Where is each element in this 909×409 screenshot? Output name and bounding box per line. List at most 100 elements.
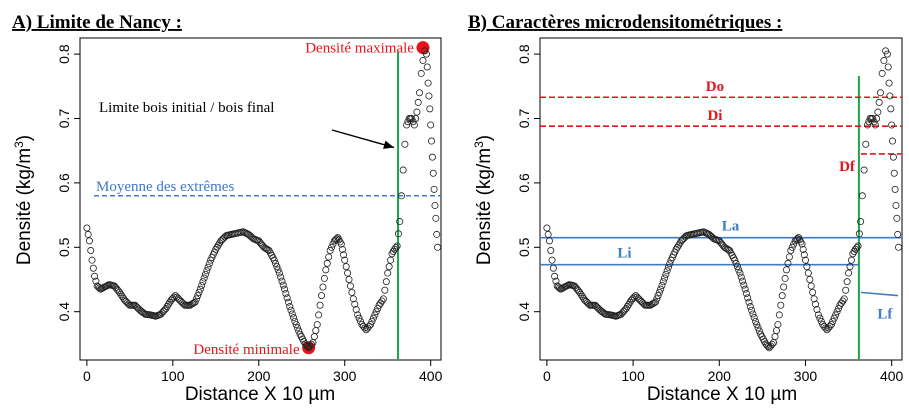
do-label: Do: [706, 79, 724, 95]
data-point: [313, 321, 321, 329]
data-point: [833, 308, 841, 316]
data-point: [740, 281, 748, 289]
lf-label: Lf: [877, 307, 893, 323]
data-point: [813, 306, 821, 314]
data-point: [272, 259, 280, 267]
data-point: [434, 243, 442, 251]
panel-a-annotations: Moyenne des extrêmes Densité minimale De…: [96, 41, 414, 358]
data-point: [858, 192, 866, 200]
data-point: [325, 253, 333, 261]
data-point: [401, 140, 409, 148]
data-point: [864, 121, 872, 129]
data-point: [746, 303, 754, 311]
li-label: Li: [617, 246, 631, 262]
data-point: [275, 269, 283, 277]
data-point: [281, 285, 289, 293]
data-point: [338, 245, 346, 253]
data-point: [290, 314, 298, 322]
data-point: [319, 283, 327, 291]
data-point: [396, 218, 404, 226]
data-point: [895, 243, 903, 251]
data-point: [862, 140, 870, 148]
data-point: [412, 115, 420, 123]
data-point: [283, 294, 291, 302]
data-point: [806, 275, 814, 283]
panel-a-axes: 0 100 200 300 400 0.4 0.5 0.6 0.7 0.8: [56, 44, 443, 384]
data-point: [781, 274, 789, 282]
data-point: [892, 201, 900, 209]
data-point: [889, 137, 897, 145]
panel-b-points: [543, 47, 903, 352]
data-point: [799, 245, 807, 253]
data-point: [355, 314, 363, 322]
data-point: [392, 244, 400, 252]
la-label: La: [722, 219, 740, 235]
data-point: [273, 263, 281, 271]
panel-a: A) Limite de Nancy : 0 100 200 300 400 0.4 0.5…: [12, 12, 443, 405]
data-point: [839, 297, 847, 305]
data-point: [554, 283, 562, 291]
lf-line: [860, 291, 899, 297]
data-point: [132, 303, 140, 311]
data-point: [204, 263, 212, 271]
data-point: [860, 166, 868, 174]
y-tick-label: 0.4: [56, 302, 72, 322]
data-point: [732, 259, 740, 267]
x-tick-label: 400: [880, 368, 904, 384]
data-point: [842, 286, 850, 294]
data-point: [775, 311, 783, 319]
data-point: [544, 230, 552, 238]
data-point: [278, 277, 286, 285]
panel-b-reference-lines: [540, 76, 902, 360]
data-point: [342, 263, 350, 271]
panel-b-axes: 0 100 200 300 400 0.4 0.5 0.6 0.7 0.8: [516, 44, 904, 384]
data-point: [421, 47, 429, 55]
data-point: [354, 311, 362, 319]
data-point: [543, 224, 551, 232]
data-point: [552, 277, 560, 285]
data-point: [318, 292, 326, 300]
data-point: [636, 296, 644, 304]
data-point: [891, 185, 899, 193]
data-point: [419, 57, 427, 65]
data-point: [591, 301, 599, 309]
data-point: [832, 311, 840, 319]
data-point: [279, 281, 287, 289]
data-point: [428, 153, 436, 161]
data-point: [303, 342, 311, 350]
y-tick-label: 0.4: [516, 302, 532, 322]
data-point: [663, 267, 671, 275]
data-point: [195, 288, 203, 296]
data-point: [871, 121, 879, 129]
data-point: [379, 295, 387, 303]
data-point: [340, 251, 348, 259]
data-point: [664, 263, 672, 271]
data-point: [218, 236, 226, 244]
data-point: [679, 236, 687, 244]
data-point: [736, 269, 744, 277]
data-point: [372, 308, 380, 316]
data-point: [431, 201, 439, 209]
data-point: [427, 121, 435, 129]
data-point: [114, 287, 122, 295]
threshold-label: Moyenne des extrêmes: [96, 179, 234, 195]
data-point: [200, 274, 208, 282]
data-point: [284, 298, 292, 306]
data-point: [784, 259, 792, 267]
panel-b-ylabel-main: Densité (kg/m: [474, 148, 495, 265]
data-point: [282, 290, 290, 298]
data-point: [787, 247, 795, 255]
data-point: [659, 278, 667, 286]
data-point: [432, 214, 440, 222]
data-point: [869, 115, 877, 123]
data-point: [854, 242, 862, 250]
data-point: [654, 292, 662, 300]
data-point: [361, 324, 369, 332]
y-tick-label: 0.6: [56, 173, 72, 193]
data-point: [196, 285, 204, 293]
data-point: [307, 340, 315, 348]
panel-b-ylabel-sup: 3: [472, 141, 486, 148]
data-point: [192, 295, 200, 303]
panel-b-ylabel-end: ): [474, 135, 495, 141]
data-point: [582, 297, 590, 305]
